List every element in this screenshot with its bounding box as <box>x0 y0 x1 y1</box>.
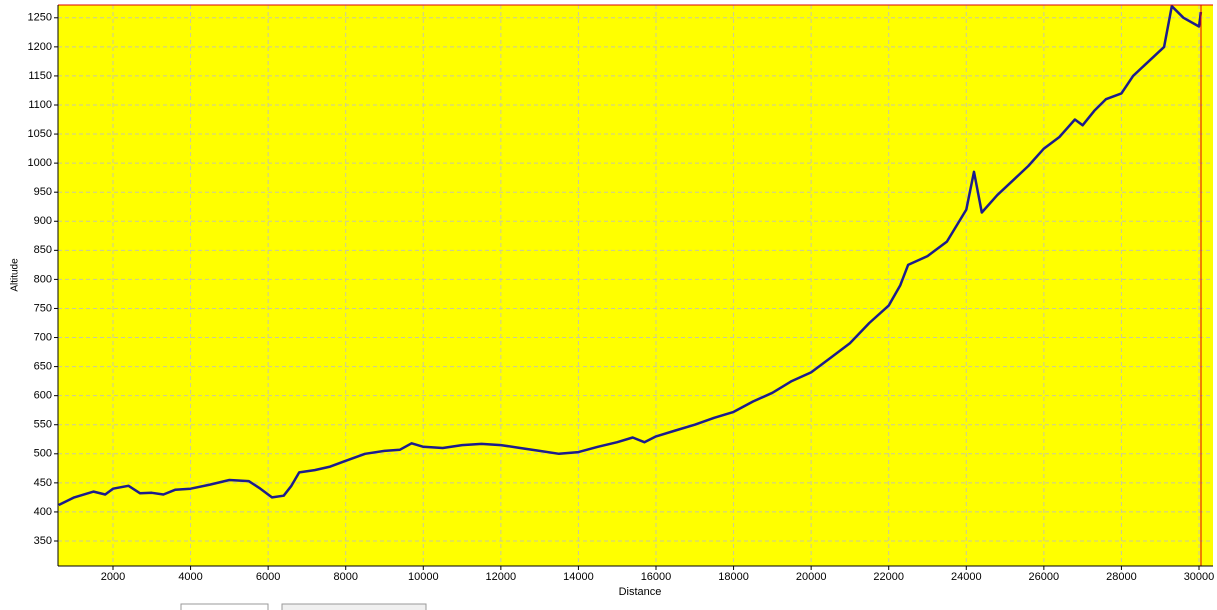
y-tick-label: 700 <box>34 331 52 343</box>
x-tick-label: 28000 <box>1106 571 1137 583</box>
x-tick-label: 2000 <box>101 571 125 583</box>
y-tick-label: 1200 <box>28 41 52 53</box>
altitude-line <box>58 4 1203 507</box>
x-tick-label: 10000 <box>408 571 439 583</box>
y-tick-label: 400 <box>34 506 52 518</box>
dropdown-box[interactable] <box>281 603 427 610</box>
x-tick-label: 8000 <box>333 571 357 583</box>
x-axis-label: Distance <box>619 586 662 598</box>
y-tick-label: 1050 <box>28 128 52 140</box>
x-tick-label: 18000 <box>718 571 749 583</box>
x-tick-label: 12000 <box>486 571 517 583</box>
y-tick-label: 550 <box>34 419 52 431</box>
x-tick-label: 16000 <box>641 571 672 583</box>
y-tick-label: 1150 <box>28 70 52 82</box>
y-tick-label: 450 <box>34 477 52 489</box>
y-tick-label: 600 <box>34 390 52 402</box>
plot-area <box>58 5 1213 566</box>
y-tick-label: 1000 <box>28 157 52 169</box>
x-tick-label: 6000 <box>256 571 280 583</box>
x-tick-label: 30000 <box>1184 571 1215 583</box>
x-tick-label: 26000 <box>1029 571 1060 583</box>
input-box[interactable] <box>180 603 269 610</box>
x-tick-label: 24000 <box>951 571 982 583</box>
y-tick-label: 1100 <box>28 99 52 111</box>
x-tick-label: 14000 <box>563 571 594 583</box>
y-tick-label: 1250 <box>28 12 52 24</box>
y-tick-label: 900 <box>34 215 52 227</box>
y-tick-label: 500 <box>34 448 52 460</box>
y-tick-label: 350 <box>34 535 52 547</box>
x-tick-label: 4000 <box>178 571 202 583</box>
x-tick-label: 22000 <box>873 571 904 583</box>
y-axis-label: Altitude <box>10 258 21 292</box>
y-tick-label: 800 <box>34 273 52 285</box>
x-tick-label: 20000 <box>796 571 827 583</box>
y-tick-label: 950 <box>34 186 52 198</box>
y-tick-label: 850 <box>34 244 52 256</box>
y-tick-label: 750 <box>34 302 52 314</box>
y-tick-label: 650 <box>34 361 52 373</box>
